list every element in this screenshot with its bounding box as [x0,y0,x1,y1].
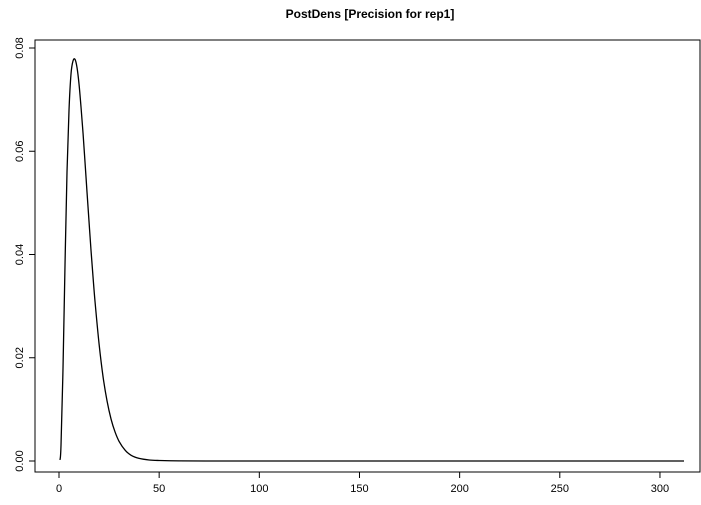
x-tick-label: 200 [450,483,468,495]
chart-title: PostDens [Precision for rep1] [286,7,455,21]
series-line [59,58,684,462]
x-tick-label: 100 [250,483,268,495]
y-tick-label: 0.00 [14,450,26,471]
y-axis: 0.00 0.02 0.04 0.06 0.08 [14,37,36,472]
y-tick-label: 0.04 [14,244,26,265]
x-tick-label: 250 [551,483,569,495]
x-axis: 0 50 100 150 200 250 300 [56,471,669,495]
x-tick-label: 150 [350,483,368,495]
y-tick-label: 0.08 [14,37,26,58]
y-tick-label: 0.02 [14,347,26,368]
y-tick-label: 0.06 [14,141,26,162]
x-tick-label: 50 [153,483,165,495]
x-tick-label: 0 [56,483,62,495]
x-tick-label: 300 [651,483,669,495]
plot-frame [34,39,701,473]
